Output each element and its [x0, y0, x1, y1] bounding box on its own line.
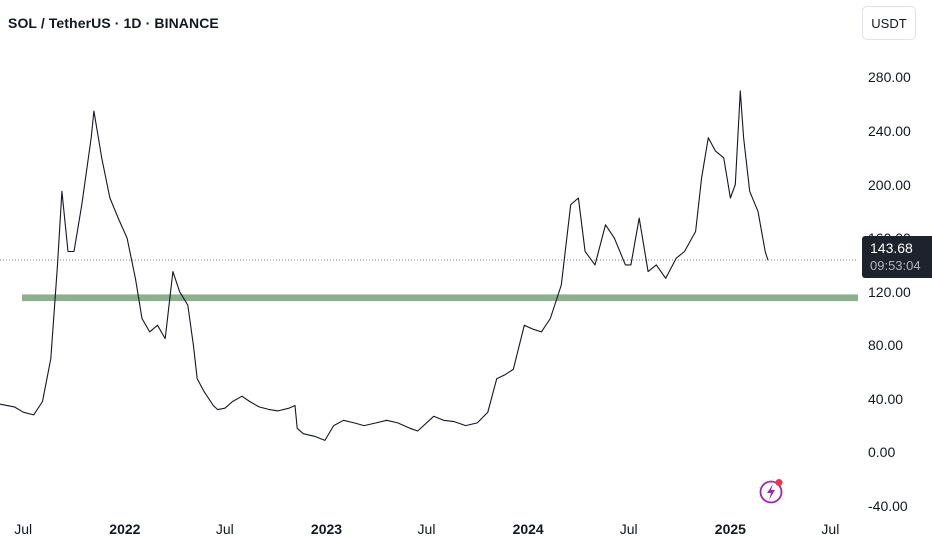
candle-countdown: 09:53:04 [870, 258, 921, 273]
time-tick-label: 2023 [310, 521, 343, 537]
price-tick-label: 280.00 [868, 69, 911, 86]
time-tick-label: Jul [215, 521, 234, 537]
last-price-badge: 143.68 09:53:04 [862, 236, 932, 278]
support-zone-band [22, 294, 858, 302]
price-series-line [0, 90, 769, 441]
price-tick-label: 0.00 [868, 444, 896, 461]
time-tick-label: Jul [821, 521, 840, 537]
notification-dot [775, 479, 783, 486]
price-axis[interactable]: 280.00240.00200.00160.00120.0080.0040.00… [858, 44, 932, 514]
time-tick-label: Jul [14, 521, 33, 537]
currency-button[interactable]: USDT [862, 6, 916, 40]
price-tick-label: 200.00 [868, 176, 911, 193]
time-tick-label: 2025 [714, 521, 746, 537]
time-tick-label: Jul [417, 521, 436, 537]
time-tick-label: 2024 [512, 521, 544, 537]
price-tick-label: 40.00 [868, 390, 904, 407]
price-tick-label: 80.00 [868, 337, 904, 354]
chart-title: SOL / TetherUS · 1D · BINANCE [8, 15, 219, 31]
last-price-value: 143.68 [870, 240, 913, 256]
time-tick-label: 2022 [109, 521, 141, 537]
time-tick-label: Jul [619, 521, 638, 537]
price-tick-label: 120.00 [868, 283, 911, 300]
price-tick-label: -40.00 [868, 497, 908, 514]
price-tick-label: 240.00 [868, 123, 911, 140]
lightning-bolt-icon[interactable] [758, 476, 786, 506]
